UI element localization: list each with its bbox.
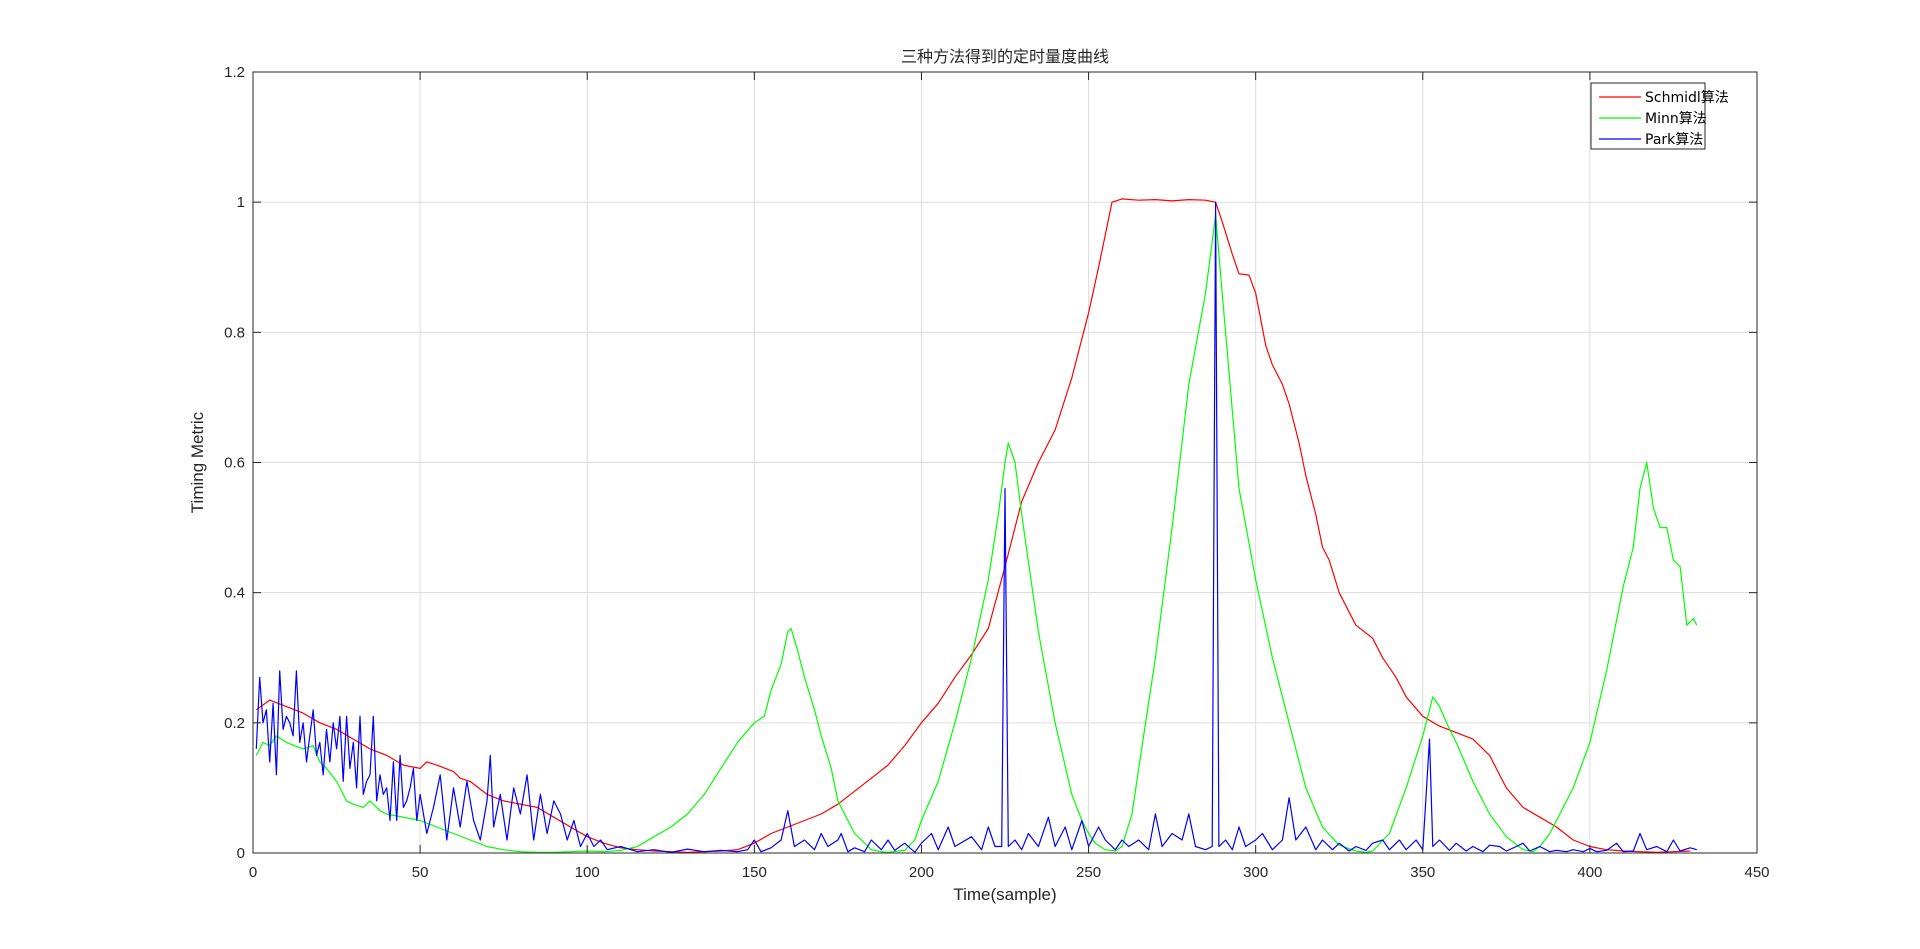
legend-items: Schmidl算法 Minn算法 Park算法: [1599, 90, 1729, 148]
y-tick-label: 0.8: [224, 324, 245, 341]
legend: Schmidl算法 Minn算法 Park算法: [1590, 82, 1729, 150]
y-tick-label: 1.2: [224, 64, 245, 81]
x-tick-label: 0: [249, 864, 257, 881]
y-tick-label: 1: [237, 194, 245, 211]
x-tick-label: 350: [1410, 864, 1435, 881]
x-tick-label: 300: [1243, 864, 1268, 881]
x-tick-label: 150: [742, 864, 767, 881]
chart-title: 三种方法得到的定时量度曲线: [901, 47, 1109, 66]
series-layer: [255, 198, 1698, 853]
x-tick-label: 100: [575, 864, 600, 881]
legend-label-2: Park算法: [1645, 132, 1703, 148]
x-tick-label: 450: [1744, 864, 1769, 881]
legend-label-0: Schmidl算法: [1645, 90, 1729, 106]
y-axis-label: Timing Metric: [188, 411, 207, 513]
x-tick-label: 50: [412, 864, 429, 881]
legend-label-1: Minn算法: [1645, 111, 1707, 127]
plot-area: 0 50 100 150 200 250 300 350 400 450 0 0.2 0.4 0.6 0.8…: [224, 64, 1769, 881]
x-tick-label: 200: [909, 864, 934, 881]
y-tick-label: 0.6: [224, 455, 245, 472]
x-tick-label: 400: [1577, 864, 1602, 881]
y-tick-label: 0.2: [224, 715, 245, 732]
series-line-2: [255, 201, 1697, 853]
y-tick-label: 0.4: [224, 585, 245, 602]
legend-box: [1590, 82, 1706, 150]
ticks: 0 50 100 150 200 250 300 350 400 450 0 0.2 0.4 0.6 0.8…: [224, 64, 1769, 881]
series-line-1: [255, 214, 1698, 853]
x-tick-label: 250: [1076, 864, 1101, 881]
y-tick-label: 0: [237, 845, 245, 862]
x-axis-label: Time(sample): [953, 885, 1056, 904]
